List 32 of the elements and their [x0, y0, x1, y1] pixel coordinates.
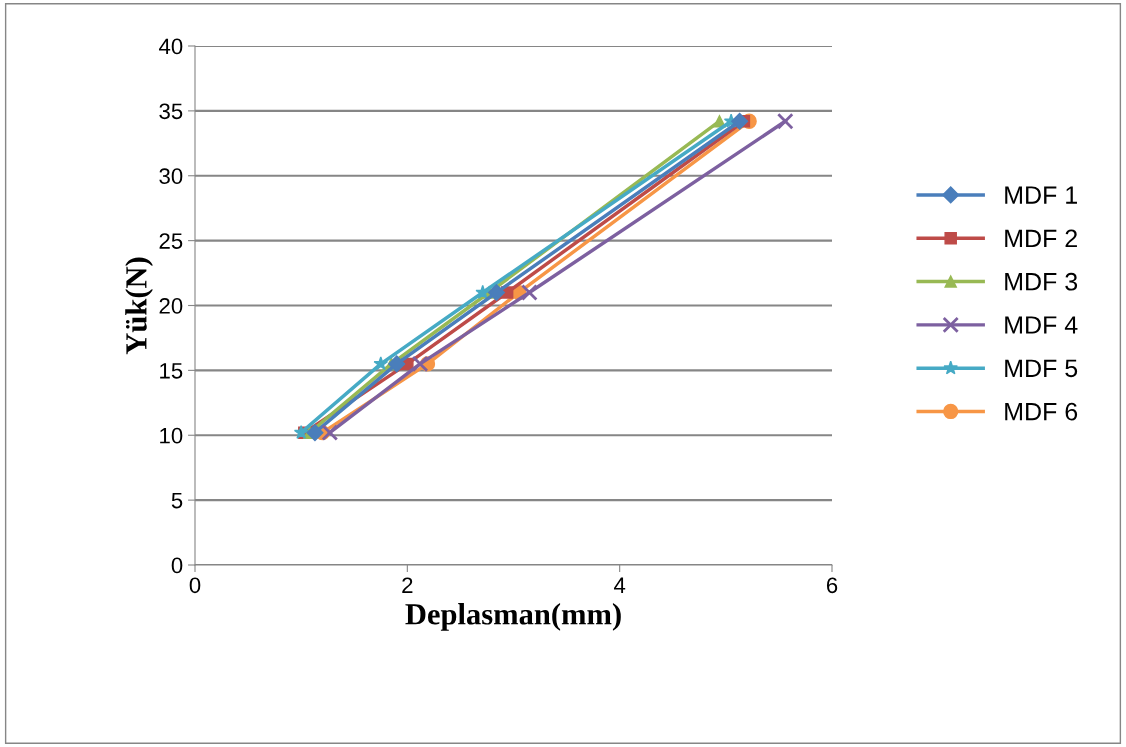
- x-tick-label: 6: [826, 577, 838, 594]
- point: [475, 284, 491, 299]
- legend-label: MDF 4: [1005, 316, 1078, 334]
- point: [388, 355, 406, 373]
- point: [521, 284, 538, 301]
- x-tick-label: 0: [189, 577, 201, 594]
- y-tick-label: 5: [171, 492, 183, 509]
- y-axis-title: Yük(N): [125, 257, 153, 355]
- point: [373, 356, 389, 371]
- y-tick-label: 35: [159, 103, 183, 120]
- y-tick-label: 40: [158, 38, 183, 55]
- point: [306, 424, 324, 442]
- point: [487, 283, 506, 302]
- point: [731, 112, 749, 130]
- y-tick-label: 0: [171, 557, 183, 574]
- legend-label: MDF 6: [1005, 402, 1078, 421]
- y-tick-label: 25: [159, 233, 183, 249]
- point: [776, 112, 794, 130]
- legend-label: MDF 1: [1005, 186, 1077, 204]
- x-tick-label: 4: [614, 577, 626, 593]
- x-tick-label: 2: [402, 577, 413, 593]
- legend-label: MDF 2: [1005, 229, 1077, 248]
- y-tick-label: 30: [159, 168, 183, 185]
- y-tick-label: 10: [160, 427, 183, 444]
- point: [293, 425, 309, 439]
- legend-label: MDF 5: [1005, 359, 1078, 378]
- point: [411, 355, 429, 373]
- legend-label: MDF 3: [1005, 272, 1078, 291]
- y-tick-label: 20: [159, 298, 183, 314]
- x-axis-title: Deplasman(mm): [405, 603, 621, 631]
- point: [321, 424, 339, 441]
- y-tick-label: 15: [160, 363, 183, 379]
